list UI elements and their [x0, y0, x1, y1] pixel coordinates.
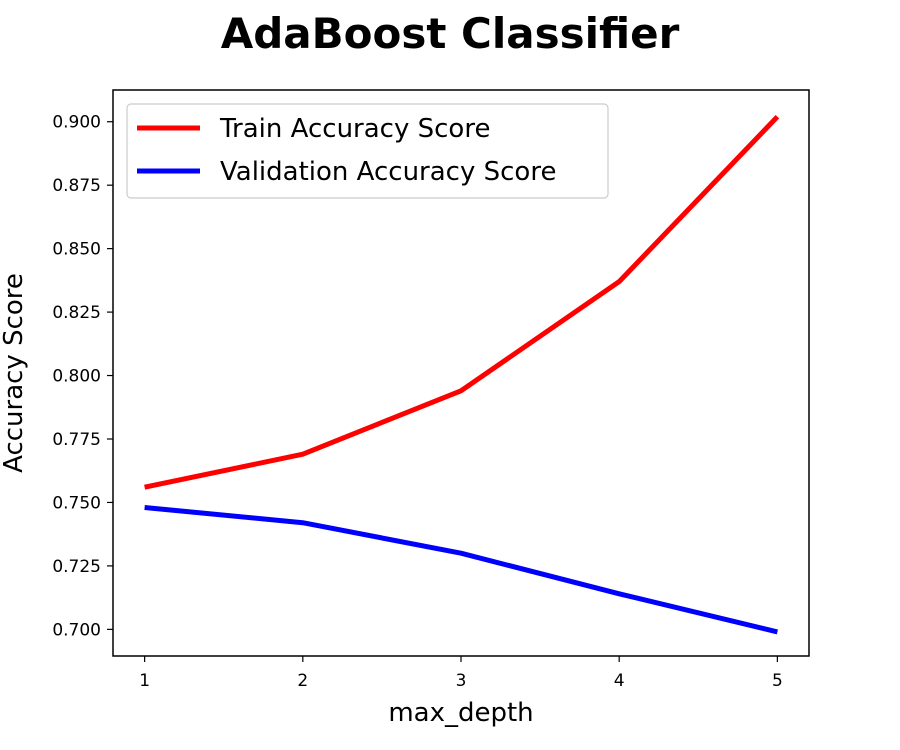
x-tick-label: 2 [297, 671, 308, 691]
y-tick-label: 0.775 [52, 430, 101, 450]
legend-label-validation: Validation Accuracy Score [220, 157, 556, 187]
chart-title: AdaBoost Classifier [221, 9, 680, 58]
y-axis-label: Accuracy Score [0, 273, 29, 473]
series-lines [144, 114, 780, 635]
y-axis-ticks: 0.700 0.725 0.750 0.775 0.800 0.825 0.850 0.875… [52, 113, 113, 640]
legend-frame [126, 103, 609, 199]
x-axis-ticks: 1 2 3 4 5 [139, 656, 783, 691]
y-tick-label: 0.700 [52, 620, 101, 640]
x-tick-label: 1 [139, 671, 150, 691]
y-tick-label: 0.800 [52, 367, 101, 387]
y-tick-label: 0.850 [52, 240, 101, 260]
x-tick-label: 4 [614, 671, 625, 691]
legend: Train Accuracy Score Validation Accuracy… [126, 103, 609, 199]
y-tick-label: 0.825 [52, 303, 101, 323]
y-tick-label: 0.900 [52, 113, 101, 133]
train-accuracy-line [144, 114, 780, 490]
y-tick-label: 0.750 [52, 493, 101, 513]
legend-label-train: Train Accuracy Score [219, 114, 490, 144]
y-tick-label: 0.875 [52, 176, 101, 196]
y-tick-label: 0.725 [52, 557, 101, 577]
x-tick-label: 5 [772, 671, 783, 691]
validation-accuracy-line [144, 505, 778, 635]
x-tick-label: 3 [456, 671, 467, 691]
x-axis-label: max_depth [388, 698, 533, 728]
